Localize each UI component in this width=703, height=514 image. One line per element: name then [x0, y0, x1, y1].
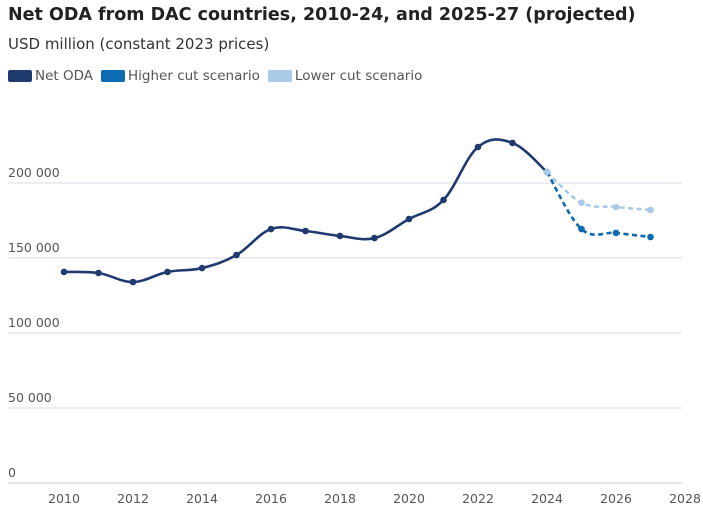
x-tick-label: 2012: [117, 491, 149, 506]
legend-item-higher-cut[interactable]: Higher cut scenario: [101, 68, 260, 84]
y-tick-label: 150 000: [8, 240, 60, 255]
data-point-net-oda: [129, 278, 137, 286]
legend-item-net-oda[interactable]: Net ODA: [8, 68, 93, 84]
data-point-lower-cut-scenario: [647, 206, 654, 214]
data-point-lower-cut-scenario: [612, 203, 620, 211]
series-line-lower-cut-scenario: [546, 171, 651, 212]
data-point-net-oda: [233, 251, 240, 259]
legend-swatch: [101, 70, 126, 82]
x-tick-label: 2016: [255, 491, 287, 506]
legend-item-lower-cut[interactable]: Lower cut scenario: [267, 68, 423, 84]
data-point-2024: [543, 168, 551, 176]
y-tick-label: 100 000: [8, 315, 60, 330]
x-tick-label: 2024: [531, 491, 563, 506]
data-point-lower-cut-scenario: [578, 199, 585, 206]
x-tick-label: 2026: [600, 491, 632, 506]
data-point-net-oda: [302, 227, 309, 235]
legend-label: Net ODA: [35, 68, 94, 84]
y-tick-label: 0: [8, 465, 16, 480]
x-tick-label: 2020: [393, 491, 425, 506]
data-point-net-oda: [371, 234, 378, 242]
data-point-higher-cut-scenario: [578, 225, 585, 233]
chart-title: Net ODA from DAC countries, 2010-24, and…: [8, 5, 636, 25]
data-point-net-oda: [164, 268, 171, 276]
x-tick-label: 2010: [48, 491, 80, 506]
data-point-net-oda: [336, 232, 344, 240]
x-tick-label: 2014: [186, 491, 218, 506]
data-point-net-oda: [474, 143, 482, 151]
x-tick-label: 2018: [324, 491, 356, 506]
legend-label: Lower cut scenario: [294, 68, 423, 84]
data-point-net-oda: [95, 269, 102, 277]
x-tick-label: 2022: [462, 491, 494, 506]
data-point-higher-cut-scenario: [612, 229, 620, 237]
x-tick-label: 2028: [669, 491, 701, 506]
chart-subtitle: USD million (constant 2023 prices): [8, 35, 270, 53]
data-point-net-oda: [198, 264, 206, 272]
series-line-net-oda: [63, 138, 548, 284]
legend-label: Higher cut scenario: [128, 68, 260, 84]
series-line-higher-cut-scenario: [545, 171, 651, 239]
data-point-net-oda: [509, 139, 516, 147]
y-tick-label: 200 000: [8, 165, 60, 180]
data-point-higher-cut-scenario: [647, 233, 654, 241]
legend-swatch: [8, 70, 32, 82]
data-point-net-oda: [60, 268, 68, 276]
y-tick-label: 50 000: [8, 390, 52, 405]
data-point-net-oda: [267, 225, 275, 233]
data-point-net-oda: [440, 196, 447, 204]
legend: Net ODA Higher cut scenario Lower cut sc…: [8, 68, 422, 84]
data-point-net-oda: [405, 215, 413, 223]
legend-swatch: [267, 70, 292, 82]
